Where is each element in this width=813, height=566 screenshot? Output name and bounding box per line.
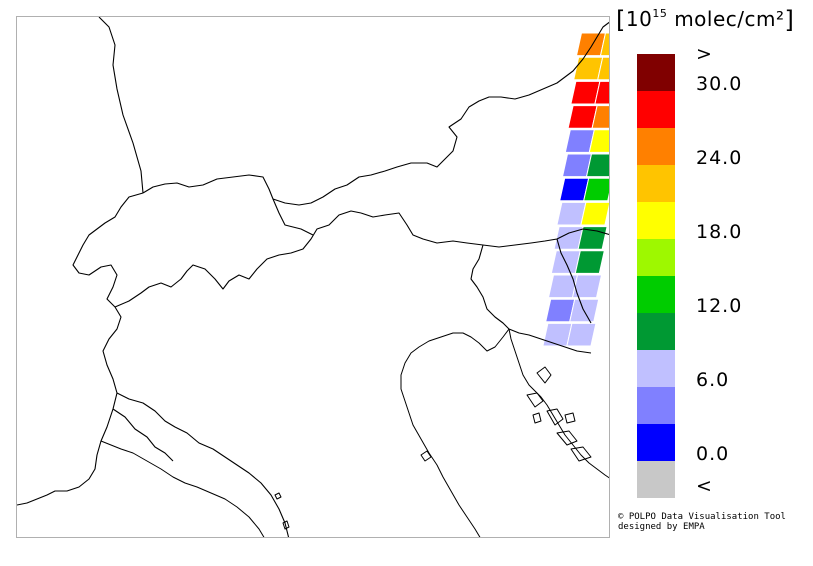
unit-bracket-close: ] bbox=[784, 6, 795, 34]
unit-title: [1015 molec/cm²] bbox=[616, 6, 794, 34]
swath-pixel bbox=[599, 32, 609, 57]
legend-swatch bbox=[637, 54, 675, 91]
map-canvas bbox=[17, 17, 609, 537]
legend-swatch bbox=[637, 461, 675, 498]
legend-tick-label: < bbox=[696, 475, 713, 497]
legend-tick-label: 12.0 bbox=[696, 295, 743, 317]
legend-tick-label: 6.0 bbox=[696, 369, 730, 391]
legend-swatch bbox=[637, 424, 675, 461]
swath-pixel bbox=[591, 105, 609, 129]
data-swath bbox=[542, 32, 609, 347]
swath-pixel bbox=[585, 153, 609, 178]
country-borders bbox=[17, 17, 609, 537]
map-panel bbox=[16, 16, 610, 538]
unit-bracket-open: [ bbox=[616, 6, 626, 34]
swath-pixel bbox=[566, 322, 597, 347]
swath-pixel bbox=[580, 201, 609, 226]
legend-swatch bbox=[637, 239, 675, 276]
credit-line-2: designed by EMPA bbox=[618, 522, 705, 532]
legend-swatch bbox=[637, 387, 675, 424]
legend-tick-label: > bbox=[696, 43, 713, 65]
coastlines bbox=[100, 328, 609, 537]
legend-tick-label: 30.0 bbox=[696, 73, 743, 95]
credit-line-1: © POLPO Data Visualisation Tool bbox=[618, 512, 786, 522]
legend-swatch bbox=[637, 165, 675, 202]
unit-suffix: molec/cm² bbox=[674, 7, 785, 31]
legend-swatch bbox=[637, 128, 675, 165]
legend-swatch bbox=[637, 350, 675, 387]
unit-prefix: 10 bbox=[625, 7, 653, 31]
swath-pixel bbox=[574, 250, 605, 274]
legend-tick-label: 0.0 bbox=[696, 443, 730, 465]
legend-tick-label: 24.0 bbox=[696, 147, 743, 169]
credit-text: © POLPO Data Visualisation Tool designed… bbox=[618, 512, 786, 532]
legend-swatch bbox=[637, 276, 675, 313]
swath-pixel bbox=[571, 274, 603, 299]
legend-swatch bbox=[637, 202, 675, 239]
swath-pixel bbox=[597, 56, 609, 81]
swath-pixel bbox=[594, 80, 609, 105]
swath-pixel bbox=[588, 129, 609, 153]
swath-pixel bbox=[583, 177, 609, 202]
unit-exponent: 15 bbox=[652, 7, 668, 20]
legend-swatch bbox=[637, 91, 675, 128]
legend-swatch bbox=[637, 313, 675, 350]
legend-tick-label: 18.0 bbox=[696, 221, 743, 243]
